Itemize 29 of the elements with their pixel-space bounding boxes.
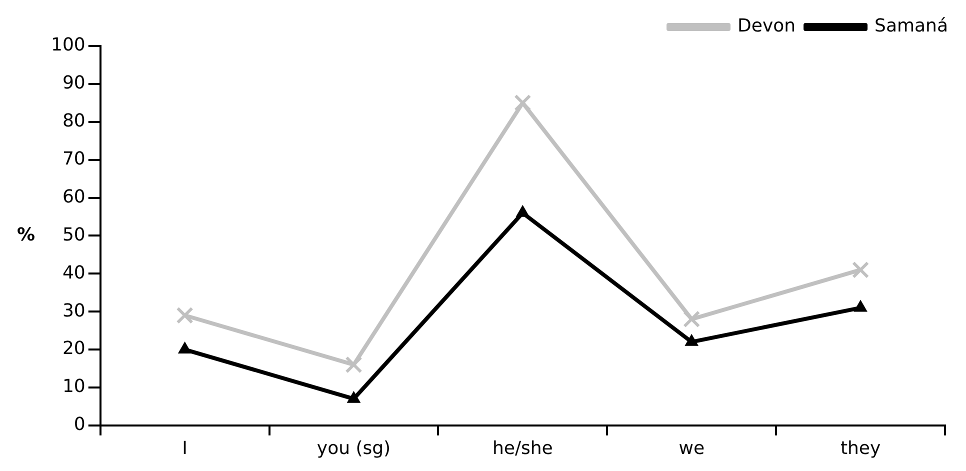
point bbox=[345, 356, 362, 374]
point bbox=[176, 306, 194, 324]
point bbox=[685, 334, 698, 346]
y-tick-label: 100 bbox=[50, 34, 86, 56]
legend-label: Devon bbox=[738, 16, 796, 37]
y-tick-label: 80 bbox=[62, 110, 86, 132]
y-tick-label: 0 bbox=[74, 414, 86, 436]
x-tick-label: I bbox=[182, 438, 188, 459]
y-tick-label: 40 bbox=[62, 262, 86, 284]
y-tick-label: 30 bbox=[62, 300, 86, 322]
x-tick-label: we bbox=[678, 438, 705, 459]
x-tick-label: they bbox=[840, 438, 881, 459]
x-tick-label: you (sg) bbox=[316, 438, 391, 459]
point bbox=[854, 300, 868, 312]
y-axis-title: % bbox=[16, 224, 36, 246]
point bbox=[347, 391, 360, 403]
y-tick-label: 60 bbox=[62, 186, 86, 208]
y-tick-label: 70 bbox=[62, 148, 86, 170]
point bbox=[516, 205, 530, 217]
y-tick-label: 10 bbox=[62, 376, 86, 398]
legend-label: Samaná bbox=[874, 16, 948, 37]
y-tick-label: 90 bbox=[62, 72, 86, 94]
y-tick-label: 20 bbox=[62, 338, 86, 360]
x-tick-label: he/she bbox=[492, 438, 553, 459]
point bbox=[178, 342, 192, 354]
y-tick-label: 50 bbox=[62, 224, 86, 246]
point bbox=[683, 310, 700, 328]
point bbox=[514, 94, 532, 112]
point bbox=[852, 261, 870, 278]
